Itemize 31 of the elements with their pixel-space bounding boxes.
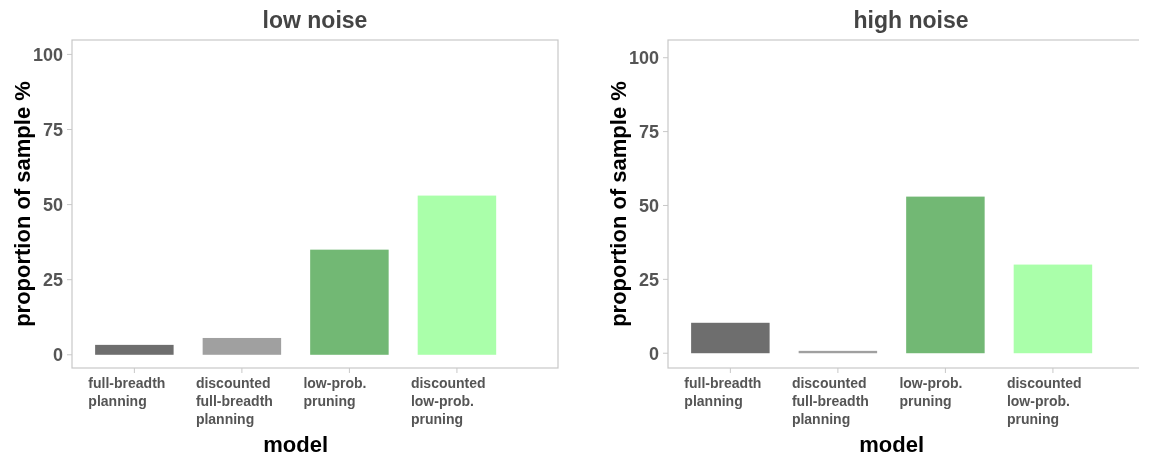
x-tick-label: full-breadth planning xyxy=(88,375,166,409)
y-tick-label: 0 xyxy=(648,343,659,364)
x-axis-title: model xyxy=(263,432,329,457)
x-axis-title: model xyxy=(859,432,925,457)
y-axis-title: proportion of sample % xyxy=(10,81,35,327)
x-tick-label: discounted low-prob. pruning xyxy=(410,375,486,427)
y-tick-label: 100 xyxy=(32,44,63,65)
x-tick-label: discounted low-prob. pruning xyxy=(1006,375,1082,427)
x-tick-label: discounted full-breadth planning xyxy=(195,375,273,427)
y-tick-label: 25 xyxy=(638,269,659,290)
x-tick-label: discounted full-breadth planning xyxy=(791,375,869,427)
bar xyxy=(95,344,174,355)
y-axis-title: proportion of sample % xyxy=(606,81,631,327)
bar xyxy=(310,249,389,355)
chart-title: high noise xyxy=(853,7,969,33)
y-tick-label: 0 xyxy=(52,345,63,366)
bar xyxy=(202,337,282,355)
y-tick-label: 50 xyxy=(42,194,63,215)
x-tick-label: full-breadth planning xyxy=(684,375,762,409)
y-tick-label: 75 xyxy=(638,121,659,142)
y-tick-label: 100 xyxy=(628,48,659,69)
chart-title: low noise xyxy=(262,7,368,33)
y-tick-label: 50 xyxy=(638,195,659,216)
bar xyxy=(417,195,497,355)
y-tick-label: 75 xyxy=(42,119,63,140)
y-tick-label: 25 xyxy=(42,269,63,290)
bar xyxy=(906,196,985,354)
bar xyxy=(691,322,770,354)
x-tick-label: low-prob. pruning xyxy=(899,375,963,409)
x-tick-label: low-prob. pruning xyxy=(303,375,367,409)
bar xyxy=(1013,264,1093,354)
